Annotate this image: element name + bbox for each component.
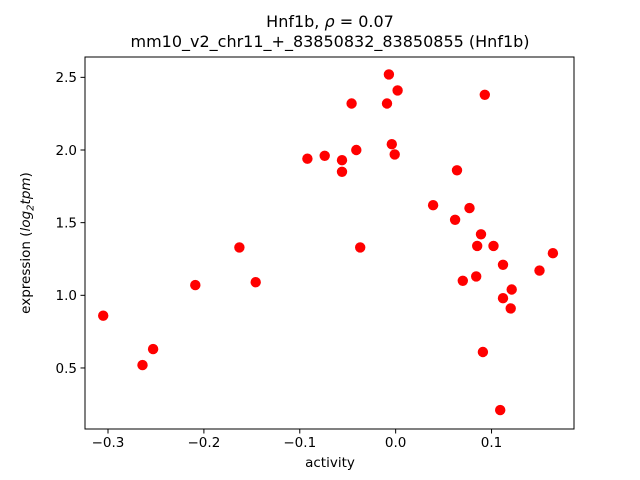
data-point <box>147 343 159 355</box>
data-point <box>475 229 487 240</box>
data-point <box>488 240 499 252</box>
data-point <box>479 89 490 101</box>
data-point <box>464 202 475 214</box>
title-rho-value: = 0.07 <box>334 12 394 31</box>
data-point <box>234 242 245 253</box>
chart-subtitle: mm10_v2_chr11_+_83850832_83850855 (Hnf1b… <box>130 32 530 51</box>
data-point <box>471 271 482 282</box>
data-point <box>250 277 261 288</box>
data-point <box>534 265 545 276</box>
data-point <box>547 248 559 259</box>
data-point <box>495 404 506 416</box>
data-point <box>190 279 201 291</box>
y-tick-label: 1.0 <box>56 288 77 304</box>
data-point <box>137 359 148 371</box>
data-point <box>346 98 357 109</box>
y-tick-label: 1.5 <box>56 215 77 231</box>
title-rho-symbol: ρ <box>324 12 335 31</box>
data-point <box>389 149 400 160</box>
x-tick-label: −0.3 <box>92 435 125 451</box>
data-point <box>427 200 439 211</box>
x-tick-label: −0.2 <box>188 435 221 451</box>
data-point <box>457 275 468 286</box>
y-tick-label: 0.5 <box>56 361 77 377</box>
data-point <box>319 150 330 161</box>
y-tick-label: 2.5 <box>56 70 77 86</box>
x-tick-label: 0.1 <box>481 435 502 451</box>
data-point <box>336 155 348 166</box>
data-point <box>392 85 403 96</box>
x-axis-label: activity <box>305 455 355 471</box>
data-point <box>355 242 366 253</box>
data-point <box>506 284 517 295</box>
data-point <box>386 139 397 150</box>
data-point <box>477 346 489 358</box>
data-point <box>497 259 509 270</box>
y-tick-label: 2.0 <box>56 143 77 159</box>
data-point <box>472 240 483 252</box>
data-point <box>505 303 516 314</box>
data-point <box>98 310 109 321</box>
data-point <box>351 144 362 156</box>
data-point <box>449 214 461 225</box>
data-point <box>451 165 463 176</box>
data-point <box>383 69 395 80</box>
data-point <box>497 293 509 304</box>
data-point <box>336 166 348 177</box>
chart-title: Hnf1b, ρ = 0.07 mm10_v2_chr11_+_83850832… <box>130 12 529 52</box>
chart-title-line1: Hnf1b, ρ = 0.07 <box>130 12 529 32</box>
x-tick-label: −0.1 <box>283 435 316 451</box>
data-point <box>302 153 313 164</box>
x-tick-label: 0.0 <box>385 435 406 451</box>
data-point <box>381 98 393 109</box>
plot-frame <box>84 56 575 430</box>
title-gene-text: Hnf1b, <box>266 12 325 31</box>
